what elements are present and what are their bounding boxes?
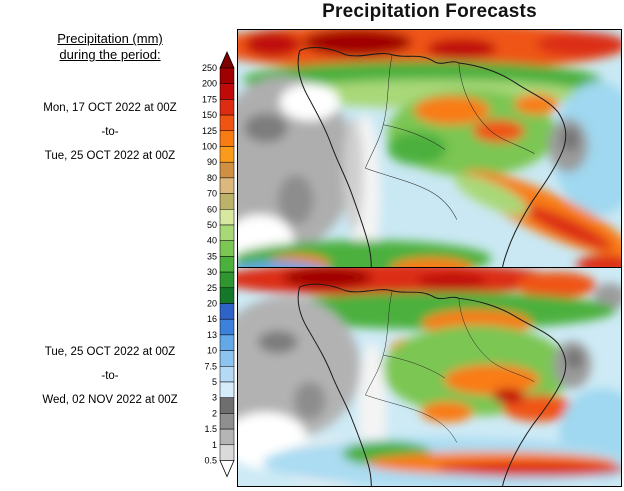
colorbar-segment	[219, 256, 235, 273]
legend-heading-line1: Precipitation (mm)	[57, 31, 163, 46]
colorbar-tick-label: 200	[202, 79, 217, 89]
colorbar-tick-label: 35	[207, 251, 217, 261]
colorbar-tick-label: 13	[207, 330, 217, 340]
period1-start: Mon, 17 OCT 2022 at 00Z	[43, 102, 177, 114]
colorbar-tick-label: 2	[212, 408, 217, 418]
colorbar-segment	[219, 334, 235, 351]
forecast-period-2: Tue, 25 OCT 2022 at 00Z -to- Wed, 02 NOV…	[8, 346, 212, 418]
colorbar-tick-label: 7.5	[204, 361, 217, 371]
period2-start: Tue, 25 OCT 2022 at 00Z	[44, 346, 176, 358]
page-title: Precipitation Forecasts	[322, 1, 537, 22]
colorbar-segment	[219, 99, 235, 116]
colorbar-tick-label: 175	[202, 94, 217, 104]
forecast-period-1: Mon, 17 OCT 2022 at 00Z -to- Tue, 25 OCT…	[8, 102, 212, 174]
precip-field-top	[238, 30, 621, 267]
colorbar-segment	[219, 287, 235, 304]
colorbar-segment	[219, 303, 235, 320]
colorbar-segment	[219, 318, 235, 336]
colorbar-segment	[219, 271, 235, 289]
period2-separator: -to-	[101, 370, 119, 382]
colorbar-tick-label: 250	[202, 63, 217, 73]
colorbar-tick-label: 100	[202, 142, 217, 152]
colorbar-segment	[219, 350, 235, 367]
colorbar-tick-label: 50	[207, 220, 217, 230]
legend-heading: Precipitation (mm) during the period:	[8, 31, 212, 63]
colorbar-segment	[219, 193, 235, 210]
colorbar-segment	[219, 224, 235, 241]
colorbar-tick-label: 125	[202, 126, 217, 136]
precip-map-period2-svg	[238, 268, 621, 486]
colorbar-segment	[219, 83, 235, 100]
colorbar-tick-label: 1.5	[204, 424, 217, 434]
colorbar-tick-label: 25	[207, 283, 217, 293]
colorbar-tick-label: 3	[212, 393, 217, 403]
period1-separator: -to-	[101, 126, 119, 138]
colorbar-segment	[219, 146, 235, 163]
precip-field-bottom	[238, 268, 621, 486]
colorbar-tick-label: 150	[202, 110, 217, 120]
colorbar-scale: 2502001751501251009080706050403530252016…	[202, 51, 235, 478]
colorbar-segment	[219, 381, 235, 398]
colorbar-segment	[219, 67, 235, 84]
colorbar-tick-label: 1	[212, 440, 217, 450]
period2-end: Wed, 02 NOV 2022 at 00Z	[42, 394, 178, 406]
colorbar-segment	[219, 366, 235, 383]
precip-map-period1-svg	[238, 30, 621, 267]
colorbar-segment	[219, 177, 235, 194]
precip-map-period2	[237, 267, 622, 487]
colorbar-tick-label: 10	[207, 346, 217, 356]
colorbar-tick-label: 5	[212, 377, 217, 387]
map-panels	[237, 29, 622, 487]
colorbar-arrow	[219, 460, 235, 478]
colorbar-segment	[219, 444, 235, 461]
precip-map-period1	[237, 29, 622, 268]
colorbar-tick-label: 80	[207, 173, 217, 183]
colorbar-tick-label: 90	[207, 157, 217, 167]
colorbar-tick-label: 30	[207, 267, 217, 277]
colorbar-segment	[219, 161, 235, 179]
legend-heading-line2: during the period:	[59, 47, 161, 62]
colorbar-segment	[219, 397, 235, 414]
colorbar: 250 200 175 150 125 100 90 80 70 60 50 40 35 30 25 20 16…	[196, 50, 240, 487]
coastline-bottom	[297, 283, 567, 486]
colorbar-tick-label: 16	[207, 314, 217, 324]
colorbar-tick-label: 20	[207, 299, 217, 309]
colorbar-segment	[219, 114, 235, 132]
colorbar-tick-label: 70	[207, 189, 217, 199]
period1-end: Tue, 25 OCT 2022 at 00Z	[44, 150, 176, 162]
colorbar-tick-label: 0.5	[204, 456, 217, 466]
coastline-top	[297, 47, 567, 267]
colorbar-tick-label: 60	[207, 204, 217, 214]
colorbar-segment	[219, 209, 235, 226]
colorbar-segment	[219, 240, 235, 257]
colorbar-segment	[219, 413, 235, 430]
colorbar-segment	[219, 130, 235, 147]
colorbar-segment	[219, 428, 235, 446]
colorbar-arrow	[219, 51, 235, 69]
colorbar-tick-label: 40	[207, 236, 217, 246]
